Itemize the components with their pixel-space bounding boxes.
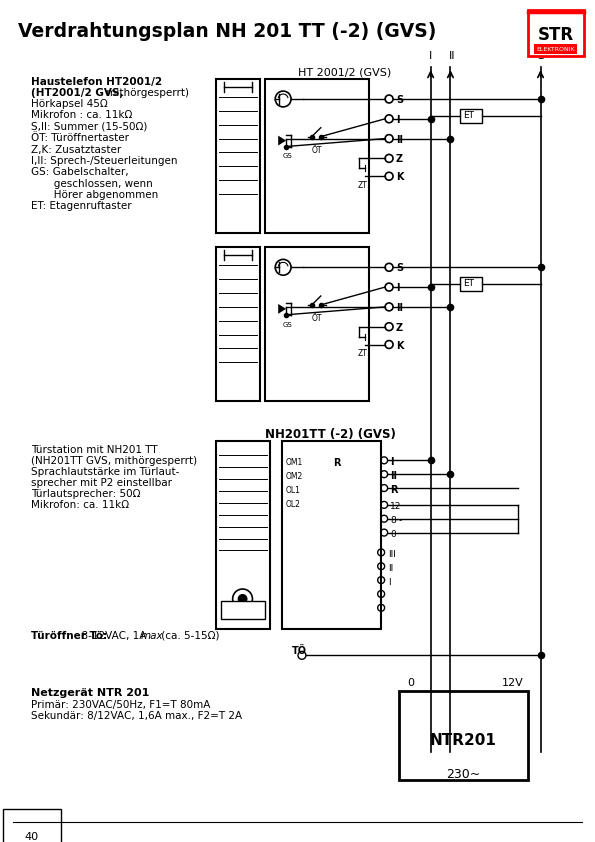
Text: ZT: ZT: [358, 181, 367, 190]
Text: (HT2001/2 GVS,: (HT2001/2 GVS,: [31, 88, 123, 99]
Bar: [528, 10, 584, 56]
Text: mithörgesperrt): mithörgesperrt): [103, 88, 189, 99]
Bar: [282, 440, 381, 629]
Bar: [461, 277, 482, 291]
Bar: [216, 79, 261, 232]
Text: Türlautsprecher: 50Ω: Türlautsprecher: 50Ω: [31, 489, 140, 499]
Polygon shape: [278, 304, 286, 314]
Text: R: R: [390, 485, 397, 495]
Text: 8~: 8~: [390, 516, 403, 525]
Bar: [265, 248, 369, 401]
Text: TÖ: TÖ: [292, 646, 307, 656]
Text: Primär: 230VAC/50Hz, F1=T 80mA: Primär: 230VAC/50Hz, F1=T 80mA: [31, 700, 210, 710]
Text: ELEKTRONIK: ELEKTRONIK: [536, 47, 575, 52]
Text: Z: Z: [396, 322, 403, 333]
Text: Z,K: Zusatztaster: Z,K: Zusatztaster: [31, 145, 121, 155]
Text: Mikrofon: ca. 11kΩ: Mikrofon: ca. 11kΩ: [31, 500, 129, 510]
Text: II: II: [396, 135, 403, 145]
Text: I: I: [429, 51, 433, 61]
Bar: [216, 440, 270, 629]
Text: Z: Z: [396, 154, 403, 164]
Text: 8-12VAC, 1A: 8-12VAC, 1A: [75, 631, 150, 641]
Text: ET: ET: [464, 111, 474, 120]
Text: GS: Gabelschalter,: GS: Gabelschalter,: [31, 168, 129, 178]
Text: Sprachlautstärke im Türlaut-: Sprachlautstärke im Türlaut-: [31, 467, 179, 477]
Text: ZT: ZT: [358, 349, 367, 359]
Bar: [221, 601, 265, 619]
Text: (NH201TT GVS, mithörgesperrt): (NH201TT GVS, mithörgesperrt): [31, 456, 197, 466]
Text: NH201TT (-2) (GVS): NH201TT (-2) (GVS): [265, 428, 396, 440]
Text: 12: 12: [390, 502, 402, 511]
Text: sprecher mit P2 einstellbar: sprecher mit P2 einstellbar: [31, 478, 172, 488]
Text: STR: STR: [537, 25, 574, 44]
Text: NTR201: NTR201: [430, 733, 497, 748]
Text: 0: 0: [390, 530, 396, 539]
Text: S: S: [396, 95, 403, 105]
Bar: [461, 109, 482, 123]
Text: OL1: OL1: [286, 486, 301, 495]
Text: geschlossen, wenn: geschlossen, wenn: [31, 179, 152, 189]
Text: Sekundär: 8/12VAC, 1,6A max., F2=T 2A: Sekundär: 8/12VAC, 1,6A max., F2=T 2A: [31, 711, 242, 721]
Text: OM1: OM1: [286, 458, 303, 467]
Text: K: K: [396, 173, 403, 182]
Polygon shape: [278, 136, 286, 146]
Text: I: I: [396, 115, 399, 125]
Text: Verdrahtungsplan NH 201 TT (-2) (GVS): Verdrahtungsplan NH 201 TT (-2) (GVS): [18, 22, 436, 40]
Text: R: R: [333, 458, 340, 468]
Text: K: K: [396, 340, 403, 350]
Text: ÖT: ÖT: [312, 314, 322, 322]
Bar: [265, 79, 369, 232]
Text: III: III: [388, 551, 396, 559]
Text: OL2: OL2: [286, 500, 301, 509]
Text: I: I: [396, 283, 399, 293]
Text: (ca. 5-15Ω): (ca. 5-15Ω): [158, 631, 220, 641]
Text: S: S: [537, 51, 544, 61]
Text: Türstation mit NH201 TT: Türstation mit NH201 TT: [31, 445, 157, 456]
Text: 12V: 12V: [502, 678, 524, 688]
Text: 40: 40: [25, 832, 39, 841]
Bar: [399, 691, 528, 780]
Text: ET: ET: [464, 280, 474, 288]
Text: GS: GS: [282, 153, 292, 159]
Text: Haustelefon HT2001/2: Haustelefon HT2001/2: [31, 77, 162, 88]
Text: II: II: [396, 303, 403, 313]
Text: ÖT: Türöffnertaster: ÖT: Türöffnertaster: [31, 133, 129, 143]
Circle shape: [237, 594, 248, 604]
Text: I: I: [388, 578, 391, 587]
Text: Mikrofon : ca. 11kΩ: Mikrofon : ca. 11kΩ: [31, 110, 132, 120]
Text: Türöffner Tö:: Türöffner Tö:: [31, 631, 107, 641]
Text: I: I: [390, 457, 393, 467]
Bar: [216, 248, 261, 401]
Text: max: max: [140, 631, 163, 641]
Text: ÖT: ÖT: [312, 146, 322, 155]
Text: Netzgerät NTR 201: Netzgerät NTR 201: [31, 688, 149, 698]
Text: II: II: [388, 564, 393, 573]
Text: OM2: OM2: [286, 472, 303, 482]
Text: I,II: Sprech-/Steuerleitungen: I,II: Sprech-/Steuerleitungen: [31, 156, 177, 166]
Text: II: II: [449, 51, 456, 61]
Text: 0: 0: [408, 678, 414, 688]
Text: Hörkapsel 45Ω: Hörkapsel 45Ω: [31, 99, 108, 109]
Text: HT 2001/2 (GVS): HT 2001/2 (GVS): [298, 67, 392, 77]
Text: S,II: Summer (15-50Ω): S,II: Summer (15-50Ω): [31, 122, 147, 131]
Text: GS: GS: [282, 322, 292, 328]
Text: Hörer abgenommen: Hörer abgenommen: [31, 190, 158, 200]
Text: S: S: [396, 264, 403, 274]
Text: 230~: 230~: [446, 768, 480, 781]
Text: II: II: [390, 472, 397, 482]
Text: ET: Etagenruftaster: ET: Etagenruftaster: [31, 201, 131, 211]
